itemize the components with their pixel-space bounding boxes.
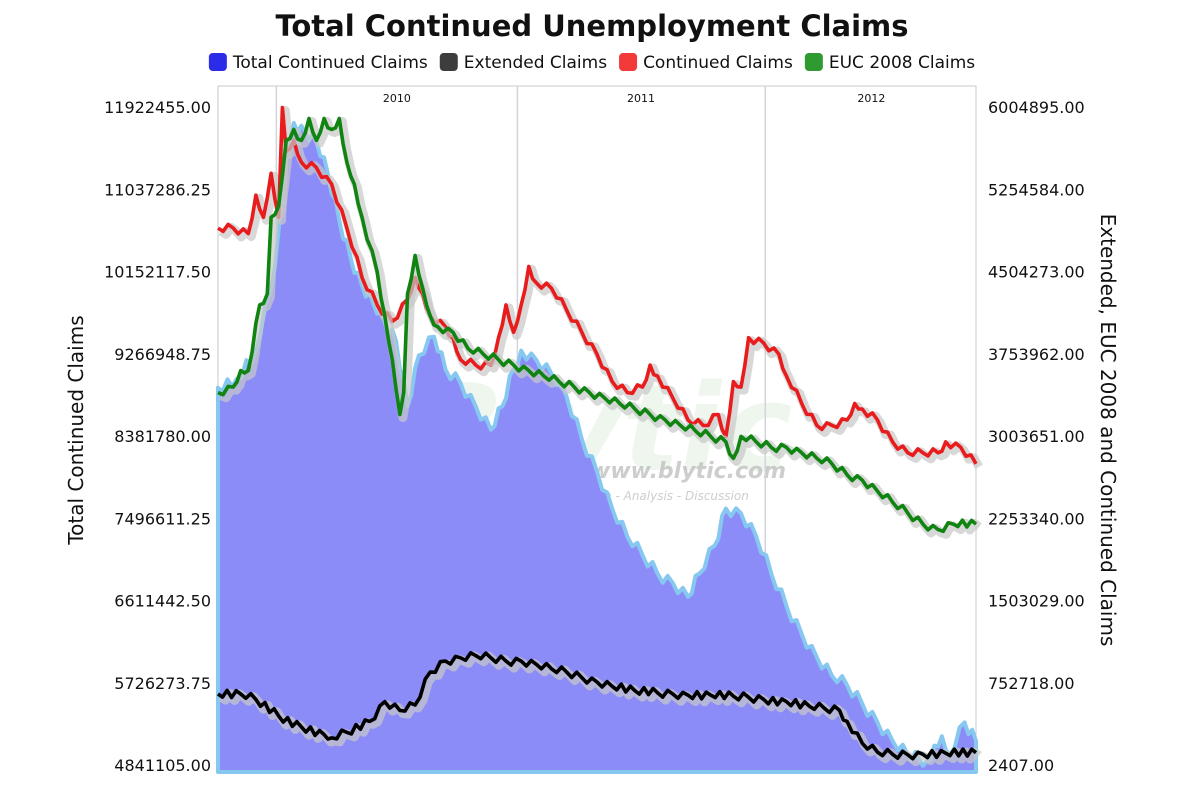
legend-swatch: [804, 53, 823, 71]
left-tick-label: 7496611.25: [114, 509, 211, 528]
legend-label: EUC 2008 Claims: [829, 53, 975, 73]
left-tick-label: 6611442.50: [114, 592, 211, 611]
left-tick-label: 4841105.00: [114, 756, 211, 775]
legend-swatch: [439, 53, 458, 71]
chart-title: Total Continued Unemployment Claims: [275, 9, 908, 43]
legend-label: Extended Claims: [464, 53, 607, 73]
left-tick-label: 5726273.75: [114, 674, 211, 693]
right-tick-label: 3753962.00: [988, 345, 1085, 364]
right-tick-label: 4504273.00: [988, 263, 1085, 282]
year-label: 2012: [857, 92, 885, 105]
legend-swatch: [208, 53, 227, 71]
right-axis: 6004895.00 5254584.00 4504273.00 3753962.00…: [988, 98, 1085, 775]
series-continued-claims: [217, 105, 983, 470]
left-tick-label: 10152117.50: [104, 263, 211, 282]
right-tick-label: 6004895.00: [988, 98, 1085, 117]
right-tick-label: 3003651.00: [988, 427, 1085, 446]
watermark-tagline: Data - Analysis - Discussion: [583, 489, 749, 503]
right-tick-label: 1503029.00: [988, 592, 1085, 611]
y-axis-right-title: Extended, EUC 2008 and Continued Claims: [1096, 214, 1120, 647]
series-euc-2008-claims: [217, 116, 982, 539]
series-line: [216, 651, 978, 761]
period-labels: 2010 2011 2012: [383, 92, 886, 105]
legend-swatch: [619, 53, 638, 71]
left-tick-label: 11922455.00: [104, 98, 211, 117]
legend-label: Continued Claims: [643, 53, 793, 73]
right-tick-label: 5254584.00: [988, 180, 1085, 199]
series-line: [217, 116, 978, 534]
series-layer: [216, 105, 983, 774]
series-extended-claims: [216, 651, 982, 767]
left-tick-label: 11037286.25: [104, 180, 211, 199]
legend-label: Total Continued Claims: [232, 53, 428, 73]
right-tick-label: 752718.00: [988, 674, 1075, 693]
y-axis-left-title: Total Continued Claims: [64, 315, 88, 545]
left-tick-label: 9266948.75: [114, 345, 211, 364]
watermark-url: www.blytic.com: [590, 459, 786, 484]
year-label: 2011: [627, 92, 655, 105]
right-tick-label: 2407.00: [988, 756, 1054, 775]
right-tick-label: 2253340.00: [988, 509, 1085, 528]
left-axis: 11922455.00 11037286.25 10152117.50 9266948…: [104, 98, 211, 775]
left-tick-label: 8381780.00: [114, 427, 211, 446]
series-line: [217, 105, 978, 465]
legend: Total Continued Claims Extended Claims Con…: [208, 53, 975, 73]
year-label: 2010: [383, 92, 411, 105]
